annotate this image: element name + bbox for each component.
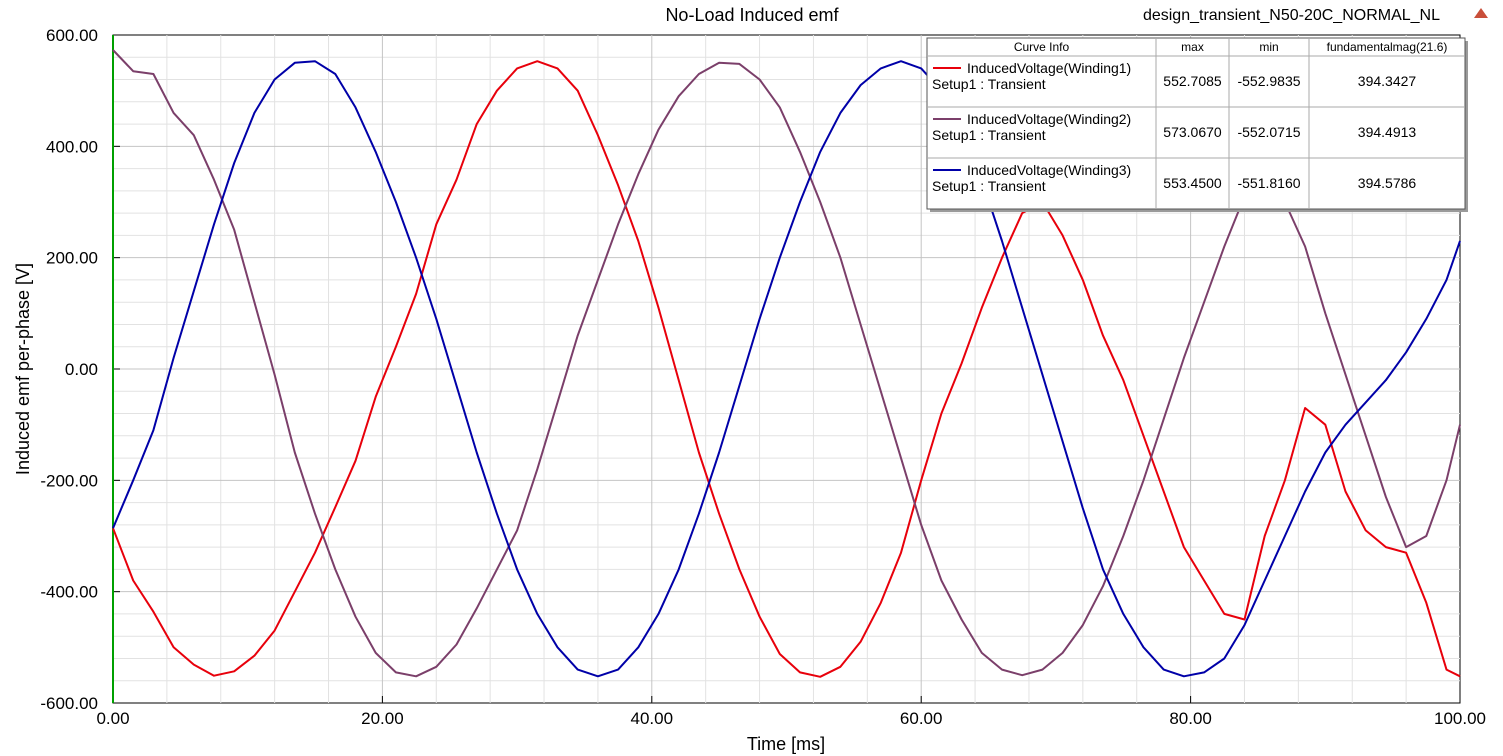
legend-header: max — [1181, 40, 1204, 54]
y-axis-label: Induced emf per-phase [V] — [13, 263, 33, 475]
x-tick-label: 80.00 — [1169, 709, 1212, 728]
legend-fundamental-value: 394.4913 — [1358, 124, 1417, 140]
legend-series-name: InducedVoltage(Winding1) — [967, 60, 1131, 76]
legend-box — [926, 37, 1466, 210]
design-name: design_transient_N50-20C_NORMAL_NL — [1143, 7, 1440, 24]
y-tick-label: 600.00 — [46, 26, 98, 45]
legend-header: fundamentalmag(21.6) — [1327, 40, 1448, 54]
x-tick-label: 60.00 — [900, 709, 943, 728]
x-tick-label: 100.00 — [1434, 709, 1486, 728]
legend-fundamental-value: 394.5786 — [1358, 175, 1417, 191]
legend-series-setup: Setup1 : Transient — [932, 76, 1046, 92]
series-line-winding3 — [112, 60, 1461, 678]
chart-title: No-Load Induced emf — [665, 5, 839, 25]
y-axis: 600.00 400.00 200.00 0.00 -200.00 -400.00 -600… — [40, 26, 120, 713]
legend-header: min — [1259, 40, 1278, 54]
legend-series-setup: Setup1 : Transient — [932, 178, 1046, 194]
x-tick-label: 40.00 — [631, 709, 674, 728]
legend-max-value: 573.0670 — [1163, 124, 1222, 140]
y-tick-label: -400.00 — [40, 583, 98, 602]
legend-max-value: 553.4500 — [1163, 175, 1222, 191]
x-axis: 0.00 20.00 40.00 60.00 80.00 100.00 — [96, 696, 1486, 728]
legend-header: Curve Info — [1014, 40, 1070, 54]
y-tick-label: -600.00 — [40, 694, 98, 713]
x-axis-label: Time [ms] — [747, 734, 825, 754]
legend-table[interactable]: Curve Info max min fundamentalmag(21.6) Indu… — [926, 37, 1468, 212]
legend-series-name: InducedVoltage(Winding2) — [967, 111, 1131, 127]
legend-min-value: -551.8160 — [1237, 175, 1300, 191]
x-tick-label: 0.00 — [96, 709, 129, 728]
legend-series-setup: Setup1 : Transient — [932, 127, 1046, 143]
legend-series-name: InducedVoltage(Winding3) — [967, 162, 1131, 178]
x-tick-label: 20.00 — [361, 709, 404, 728]
legend-fundamental-value: 394.3427 — [1358, 73, 1417, 89]
series-line-winding1 — [112, 60, 1461, 678]
y-tick-label: 0.00 — [65, 360, 98, 379]
legend-min-value: -552.0715 — [1237, 124, 1300, 140]
legend-max-value: 552.7085 — [1163, 73, 1222, 89]
y-tick-label: 400.00 — [46, 137, 98, 156]
y-tick-label: 200.00 — [46, 249, 98, 268]
legend-min-value: -552.9835 — [1237, 73, 1300, 89]
y-tick-label: -200.00 — [40, 471, 98, 490]
warning-icon — [1474, 8, 1488, 18]
